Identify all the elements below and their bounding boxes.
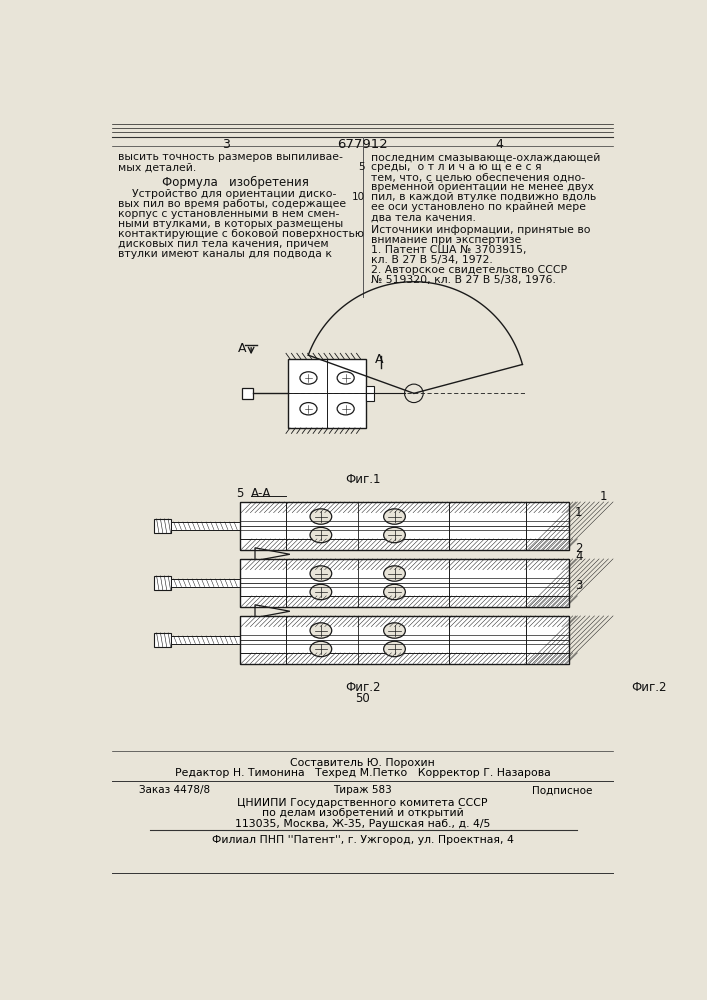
Bar	[171, 522, 240, 530]
Text: 2: 2	[575, 542, 583, 555]
Text: тем, что, с целью обеспечения одно-: тем, что, с целью обеспечения одно-	[371, 172, 585, 182]
Text: Подписное: Подписное	[532, 785, 592, 795]
Bar	[240, 616, 569, 664]
Bar	[154, 633, 171, 647]
Text: 3: 3	[575, 579, 583, 592]
Text: 1: 1	[575, 506, 583, 519]
Text: вых пил во время работы, содержащее: вых пил во время работы, содержащее	[118, 199, 346, 209]
Text: два тела качения.: два тела качения.	[371, 212, 476, 222]
Bar	[366, 386, 373, 401]
Text: 4: 4	[495, 138, 503, 151]
Text: Составитель Ю. Порохин: Составитель Ю. Порохин	[291, 758, 435, 768]
Bar	[240, 502, 569, 550]
Bar	[171, 636, 240, 644]
Bar	[240, 653, 569, 664]
Text: 4: 4	[575, 550, 583, 563]
Bar	[171, 579, 240, 587]
Text: Формула   изобретения: Формула изобретения	[162, 176, 309, 189]
Bar	[242, 388, 253, 399]
Text: ЦНИИПИ Государственного комитета СССР: ЦНИИПИ Государственного комитета СССР	[238, 798, 488, 808]
Text: Фиг.1: Фиг.1	[345, 473, 380, 486]
Ellipse shape	[310, 566, 332, 581]
Text: кл. В 27 В 5/34, 1972.: кл. В 27 В 5/34, 1972.	[371, 255, 493, 265]
Bar	[240, 513, 569, 539]
Text: 1. Патент США № 3703915,: 1. Патент США № 3703915,	[371, 245, 527, 255]
Bar	[240, 616, 569, 627]
Text: высить точность размеров выпиливае-: высить точность размеров выпиливае-	[118, 152, 343, 162]
Text: корпус с установленными в нем смен-: корпус с установленными в нем смен-	[118, 209, 339, 219]
Text: Филиал ПНП ''Патент'', г. Ужгород, ул. Проектная, 4: Филиал ПНП ''Патент'', г. Ужгород, ул. П…	[212, 835, 514, 845]
Text: Тираж 583: Тираж 583	[333, 785, 392, 795]
Ellipse shape	[384, 566, 405, 581]
Text: 5: 5	[236, 487, 243, 500]
Ellipse shape	[310, 509, 332, 524]
Text: мых деталей.: мых деталей.	[118, 162, 196, 172]
Text: среды,  о т л и ч а ю щ е е с я: среды, о т л и ч а ю щ е е с я	[371, 162, 542, 172]
Ellipse shape	[384, 527, 405, 543]
Text: дисковых пил тела качения, причем: дисковых пил тела качения, причем	[118, 239, 329, 249]
Bar	[154, 576, 171, 590]
Bar	[240, 539, 569, 550]
Ellipse shape	[384, 509, 405, 524]
Bar	[240, 570, 569, 596]
Text: ными втулками, в которых размещены: ными втулками, в которых размещены	[118, 219, 343, 229]
Text: по делам изобретений и открытий: по делам изобретений и открытий	[262, 808, 464, 818]
Bar	[240, 596, 569, 607]
Text: A: A	[375, 353, 384, 366]
Text: 1: 1	[600, 490, 607, 503]
Bar	[240, 502, 569, 513]
Text: временной ориентации не менее двух: временной ориентации не менее двух	[371, 182, 594, 192]
Text: A: A	[238, 342, 247, 355]
Ellipse shape	[310, 584, 332, 600]
Ellipse shape	[384, 584, 405, 600]
Text: 50: 50	[356, 692, 370, 705]
Text: № 519320, кл. В 27 В 5/38, 1976.: № 519320, кл. В 27 В 5/38, 1976.	[371, 275, 556, 285]
Text: Источники информации, принятые во: Источники информации, принятые во	[371, 225, 591, 235]
Text: 3: 3	[221, 138, 230, 151]
Text: 113035, Москва, Ж-35, Раушская наб., д. 4/5: 113035, Москва, Ж-35, Раушская наб., д. …	[235, 819, 491, 829]
Text: А-А: А-А	[251, 487, 271, 500]
Bar	[240, 627, 569, 653]
Text: втулки имеют каналы для подвода к: втулки имеют каналы для подвода к	[118, 249, 332, 259]
Text: пил, в каждой втулке подвижно вдоль: пил, в каждой втулке подвижно вдоль	[371, 192, 597, 202]
Text: Фиг.2: Фиг.2	[345, 681, 380, 694]
Bar	[288, 359, 366, 428]
Text: 677912: 677912	[337, 138, 388, 151]
Ellipse shape	[310, 527, 332, 543]
Ellipse shape	[384, 641, 405, 657]
Text: последним смазывающе-охлаждающей: последним смазывающе-охлаждающей	[371, 152, 601, 162]
Text: Фиг.2: Фиг.2	[631, 681, 667, 694]
Text: контактирующие с боковой поверхностью: контактирующие с боковой поверхностью	[118, 229, 364, 239]
Text: ее оси установлено по крайней мере: ее оси установлено по крайней мере	[371, 202, 586, 212]
Bar	[240, 559, 569, 607]
Text: внимание при экспертизе: внимание при экспертизе	[371, 235, 522, 245]
Text: 10: 10	[352, 192, 365, 202]
Text: Устройство для ориентации диско-: Устройство для ориентации диско-	[118, 189, 337, 199]
Text: 2. Авторское свидетельство СССР: 2. Авторское свидетельство СССР	[371, 265, 568, 275]
Bar	[240, 559, 569, 570]
Text: Редактор Н. Тимонина   Техред М.Петко   Корректор Г. Назарова: Редактор Н. Тимонина Техред М.Петко Корр…	[175, 768, 551, 778]
Ellipse shape	[310, 623, 332, 638]
Ellipse shape	[310, 641, 332, 657]
Text: Заказ 4478/8: Заказ 4478/8	[139, 785, 210, 795]
Ellipse shape	[384, 623, 405, 638]
Text: 5: 5	[358, 162, 365, 172]
Bar	[154, 519, 171, 533]
